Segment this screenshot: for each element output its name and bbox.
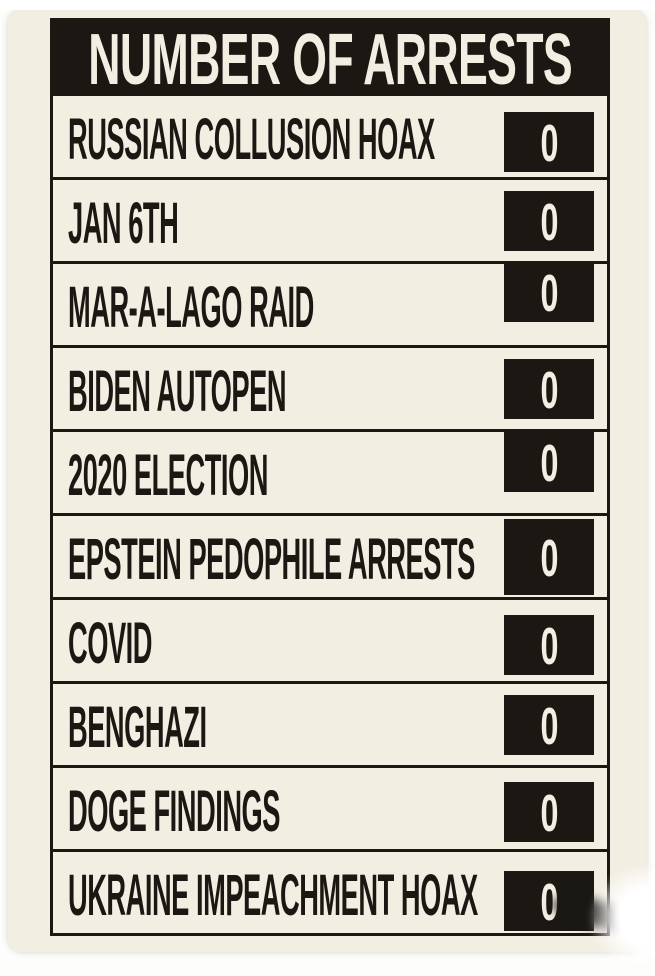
count-value: 0: [540, 434, 558, 493]
smudge-white-artifact: [588, 862, 655, 974]
row-label: RUSSIAN COLLUSION HOAX: [68, 106, 435, 172]
table-row: DOGE FINDINGS 0: [53, 765, 607, 849]
row-label: JAN 6TH: [68, 190, 179, 256]
row-label-wrap: UKRAINE IMPEACHMENT HOAX: [68, 862, 504, 928]
row-label: UKRAINE IMPEACHMENT HOAX: [68, 862, 478, 928]
row-label-wrap: RUSSIAN COLLUSION HOAX: [68, 106, 504, 172]
count-value: 0: [540, 529, 558, 588]
row-label-wrap: MAR-A-LAGO RAID: [68, 274, 504, 340]
table-row: EPSTEIN PEDOPHILE ARRESTS 0: [53, 513, 607, 597]
row-label-wrap: BIDEN AUTOPEN: [68, 358, 504, 424]
count-box: 0: [504, 431, 594, 493]
row-label: BENGHAZI: [68, 694, 207, 760]
row-label: EPSTEIN PEDOPHILE ARRESTS: [68, 526, 475, 592]
table-row: 2020 ELECTION 0: [53, 429, 607, 513]
table-row: RUSSIAN COLLUSION HOAX 0: [53, 93, 607, 177]
count-box: 0: [504, 190, 594, 252]
row-label: DOGE FINDINGS: [68, 778, 280, 844]
count-value: 0: [540, 784, 558, 843]
row-label-wrap: BENGHAZI: [68, 694, 504, 760]
count-box: 0: [504, 518, 594, 595]
count-value: 0: [540, 617, 558, 676]
row-label: BIDEN AUTOPEN: [68, 358, 287, 424]
count-box: 0: [504, 111, 594, 173]
count-value: 0: [540, 114, 558, 173]
table-row: MAR-A-LAGO RAID 0: [53, 261, 607, 345]
count-box: 0: [504, 358, 594, 420]
row-label-wrap: 2020 ELECTION: [68, 442, 504, 508]
top-white-strip: [0, 0, 655, 10]
table-row: BENGHAZI 0: [53, 681, 607, 765]
row-label: 2020 ELECTION: [68, 442, 268, 508]
count-value: 0: [540, 193, 558, 252]
count-value: 0: [540, 264, 558, 323]
count-box: 0: [504, 614, 594, 676]
row-label-wrap: EPSTEIN PEDOPHILE ARRESTS: [68, 526, 504, 592]
arrests-table: NUMBER OF ARRESTS RUSSIAN COLLUSION HOAX…: [50, 18, 610, 936]
count-box: 0: [504, 694, 594, 756]
row-label: MAR-A-LAGO RAID: [68, 274, 314, 340]
row-label-wrap: COVID: [68, 610, 504, 676]
table-row: COVID 0: [53, 597, 607, 681]
table-rows: RUSSIAN COLLUSION HOAX 0 JAN 6TH 0 MAR-A…: [53, 93, 607, 933]
row-label-wrap: JAN 6TH: [68, 190, 504, 256]
count-value: 0: [540, 873, 558, 932]
count-value: 0: [540, 697, 558, 756]
table-row: BIDEN AUTOPEN 0: [53, 345, 607, 429]
count-box: 0: [504, 781, 594, 843]
count-box: 0: [504, 261, 594, 323]
page-title: NUMBER OF ARRESTS: [88, 20, 572, 100]
row-label: COVID: [68, 610, 152, 676]
row-label-wrap: DOGE FINDINGS: [68, 778, 504, 844]
table-row: UKRAINE IMPEACHMENT HOAX 0: [53, 849, 607, 933]
table-header: NUMBER OF ARRESTS: [53, 20, 607, 100]
count-value: 0: [540, 361, 558, 420]
table-row: JAN 6TH 0: [53, 177, 607, 261]
